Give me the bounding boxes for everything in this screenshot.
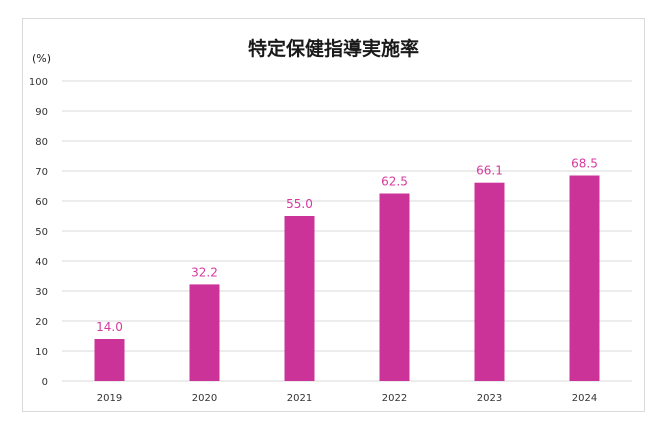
x-tick-label: 2023 xyxy=(477,393,502,404)
chart-frame xyxy=(22,18,645,412)
bar-2020 xyxy=(189,284,220,381)
x-tick-label: 2019 xyxy=(97,393,122,404)
y-tick-label: 90 xyxy=(35,107,48,118)
y-axis-unit-label: (%) xyxy=(32,52,52,65)
data-label-2020: 32.2 xyxy=(191,265,218,279)
y-tick-label: 40 xyxy=(35,257,48,268)
x-tick-label: 2020 xyxy=(192,393,217,404)
y-tick-label: 30 xyxy=(35,287,48,298)
chart-title: 特定保健指導実施率 xyxy=(247,38,419,60)
y-tick-label: 100 xyxy=(29,77,48,88)
x-tick-label: 2024 xyxy=(572,393,597,404)
bar-2023 xyxy=(474,182,505,381)
x-tick-label: 2022 xyxy=(382,393,407,404)
data-label-2019: 14.0 xyxy=(96,320,123,334)
y-tick-label: 80 xyxy=(35,137,48,148)
y-tick-label: 10 xyxy=(35,347,48,358)
y-tick-label: 70 xyxy=(35,167,48,178)
bar-2021 xyxy=(284,216,315,381)
data-label-2022: 62.5 xyxy=(381,175,408,189)
data-label-2021: 55.0 xyxy=(286,197,313,211)
x-tick-label: 2021 xyxy=(287,393,312,404)
bar-2024 xyxy=(569,175,600,381)
y-tick-label: 60 xyxy=(35,197,48,208)
y-tick-label: 0 xyxy=(42,377,48,388)
y-tick-label: 20 xyxy=(35,317,48,328)
bar-2019 xyxy=(94,339,125,381)
data-label-2023: 66.1 xyxy=(476,164,503,178)
bar-2022 xyxy=(379,193,410,381)
y-tick-label: 50 xyxy=(35,227,48,238)
data-label-2024: 68.5 xyxy=(571,157,598,171)
